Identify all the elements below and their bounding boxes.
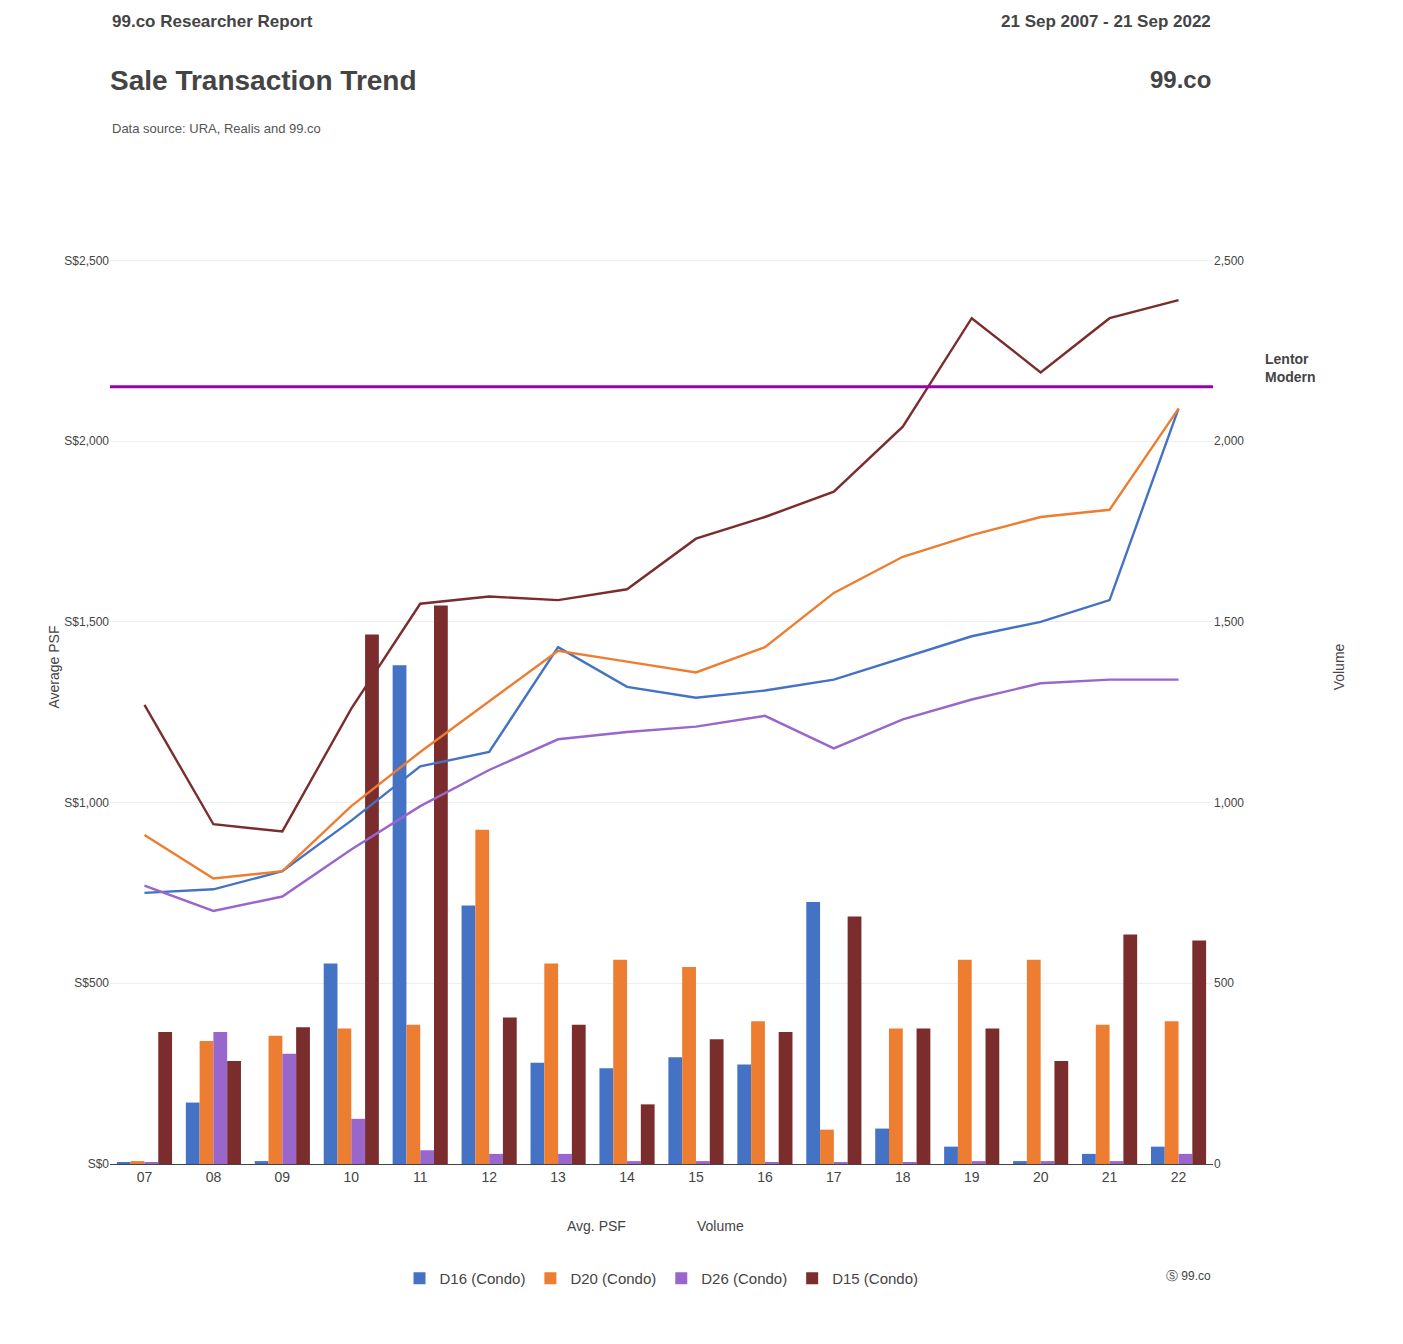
svg-text:16: 16: [757, 1169, 773, 1185]
svg-text:S$2,500: S$2,500: [64, 254, 109, 268]
svg-text:2,000: 2,000: [1214, 434, 1244, 448]
svg-text:21: 21: [1102, 1169, 1118, 1185]
svg-text:Avg. PSF: Avg. PSF: [567, 1218, 626, 1234]
svg-text:Ⓢ 99.co: Ⓢ 99.co: [1166, 1269, 1211, 1283]
svg-text:99.co: 99.co: [1150, 66, 1211, 93]
svg-text:09: 09: [275, 1169, 291, 1185]
svg-text:S$2,000: S$2,000: [64, 434, 109, 448]
svg-text:21 Sep 2007 - 21 Sep 2022: 21 Sep 2007 - 21 Sep 2022: [1001, 12, 1211, 31]
svg-text:D15 (Condo): D15 (Condo): [832, 1270, 918, 1287]
svg-text:20: 20: [1033, 1169, 1049, 1185]
svg-text:S$0: S$0: [88, 1157, 110, 1171]
svg-text:Volume: Volume: [1331, 643, 1347, 690]
svg-text:D26 (Condo): D26 (Condo): [701, 1270, 787, 1287]
svg-text:13: 13: [550, 1169, 566, 1185]
svg-text:1,500: 1,500: [1214, 615, 1244, 629]
svg-text:11: 11: [413, 1169, 428, 1185]
svg-text:Sale Transaction Trend: Sale Transaction Trend: [110, 65, 417, 96]
svg-text:08: 08: [206, 1169, 222, 1185]
svg-text:S$1,000: S$1,000: [64, 796, 109, 810]
svg-text:12: 12: [481, 1169, 497, 1185]
svg-text:S$500: S$500: [74, 976, 109, 990]
svg-text:S$1,500: S$1,500: [64, 615, 109, 629]
svg-text:LentorModern: LentorModern: [1265, 351, 1316, 385]
svg-text:19: 19: [964, 1169, 980, 1185]
svg-text:2,500: 2,500: [1214, 254, 1244, 268]
svg-text:Data source: URA, Realis and 9: Data source: URA, Realis and 99.co: [112, 121, 321, 136]
svg-text:500: 500: [1214, 976, 1234, 990]
svg-text:22: 22: [1171, 1169, 1187, 1185]
svg-text:Volume: Volume: [697, 1218, 744, 1234]
svg-text:D20 (Condo): D20 (Condo): [570, 1270, 656, 1287]
svg-text:15: 15: [688, 1169, 704, 1185]
svg-text:0: 0: [1214, 1157, 1221, 1171]
svg-text:D16 (Condo): D16 (Condo): [440, 1270, 526, 1287]
svg-text:10: 10: [343, 1169, 359, 1185]
svg-text:99.co Researcher Report: 99.co Researcher Report: [112, 12, 313, 31]
svg-text:17: 17: [826, 1169, 842, 1185]
svg-text:07: 07: [137, 1169, 153, 1185]
svg-text:1,000: 1,000: [1214, 796, 1244, 810]
svg-text:14: 14: [619, 1169, 635, 1185]
svg-text:Average PSF: Average PSF: [46, 625, 62, 708]
svg-text:18: 18: [895, 1169, 911, 1185]
